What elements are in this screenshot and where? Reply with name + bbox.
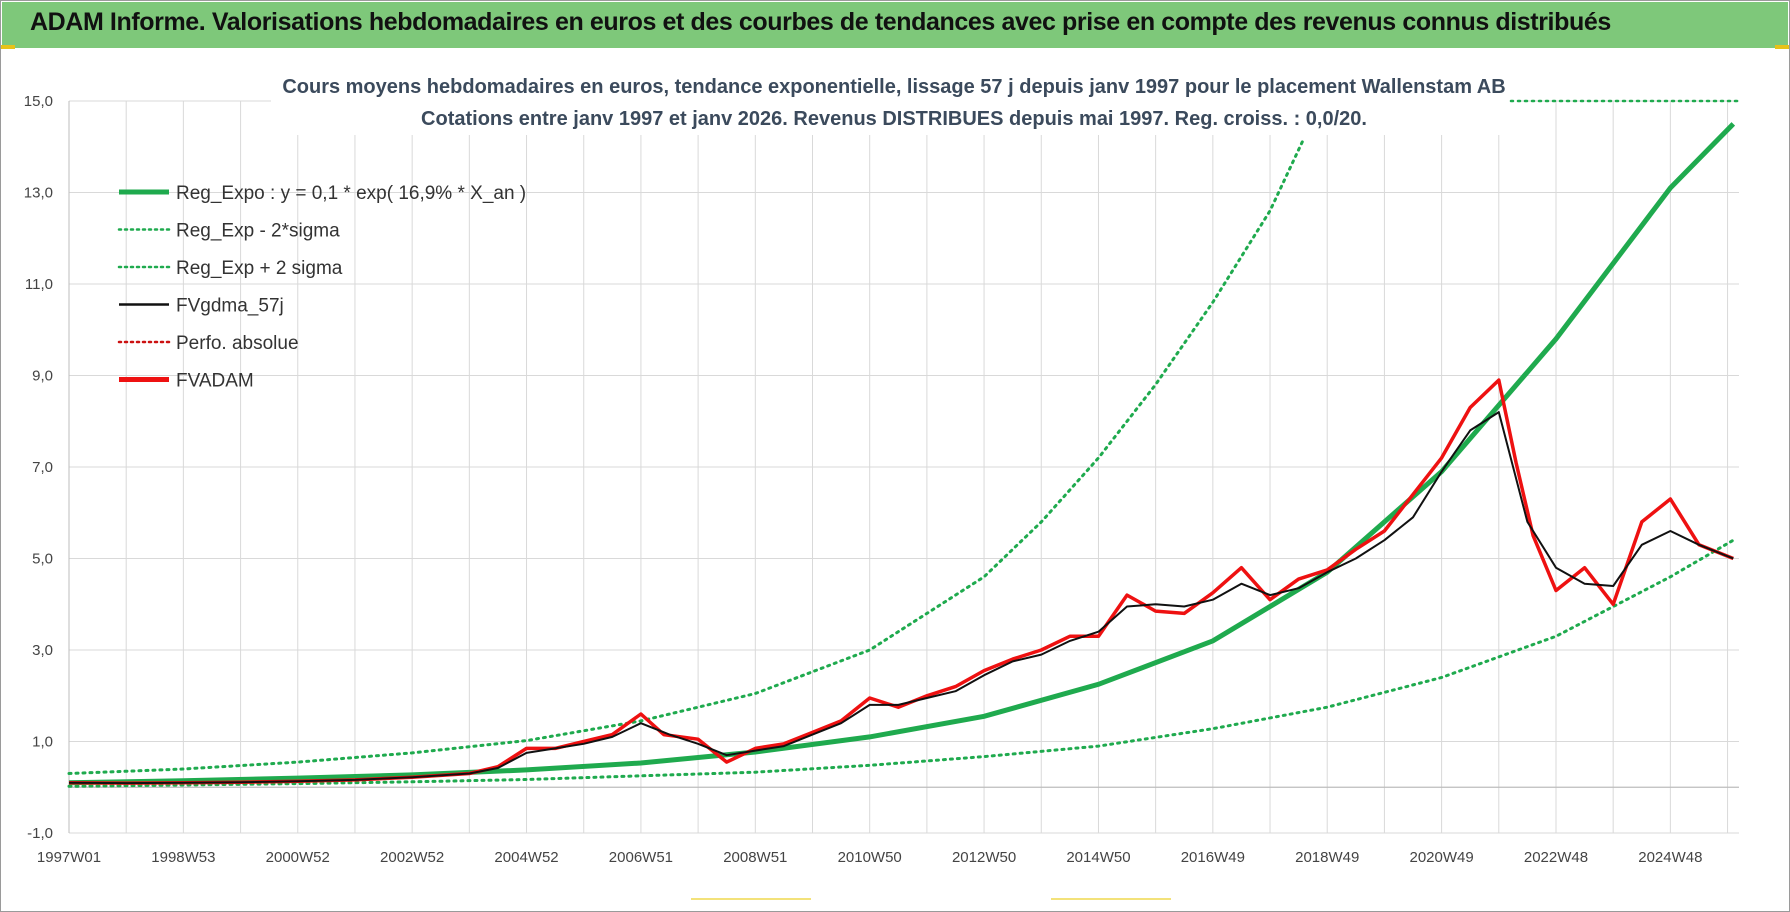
series-line-reg-expo bbox=[68, 122, 1736, 786]
x-tick-label: 2022W48 bbox=[1524, 849, 1588, 866]
y-axis-ticks: -1,0 1,0 3,0 5,0 7,0 9,0 11,0 13,0 15,0 bbox=[24, 93, 53, 842]
corner-marker-left bbox=[1, 45, 15, 49]
x-tick-label: 1997W01 bbox=[37, 849, 101, 866]
report-banner: ADAM Informe. Valorisations hebdomadaire… bbox=[2, 2, 1788, 48]
x-tick-label: 2016W49 bbox=[1181, 849, 1245, 866]
chart-subtitle: Cotations entre janv 1997 et janv 2026. … bbox=[421, 108, 1367, 130]
y-tick-label: 15,0 bbox=[24, 93, 53, 110]
chart-title: Cours moyens hebdomadaires en euros, ten… bbox=[282, 76, 1505, 98]
x-tick-label: 2010W50 bbox=[838, 849, 902, 866]
y-tick-label: -1,0 bbox=[27, 825, 53, 842]
x-tick-label: 2008W51 bbox=[723, 849, 787, 866]
y-tick-label: 7,0 bbox=[32, 459, 53, 476]
legend-label: Reg_Exp + 2 sigma bbox=[176, 258, 343, 279]
y-tick-label: 1,0 bbox=[32, 734, 53, 751]
series-line-reg-exp-2-sigma bbox=[67, 538, 1735, 788]
legend-label: FVADAM bbox=[176, 371, 254, 392]
y-tick-label: 11,0 bbox=[25, 276, 53, 293]
x-tick-label: 1998W53 bbox=[151, 849, 215, 866]
y-tick-label: 9,0 bbox=[32, 368, 53, 385]
bottom-highlight-1 bbox=[691, 898, 811, 900]
x-tick-label: 2002W52 bbox=[380, 849, 444, 866]
corner-marker-right bbox=[1775, 45, 1789, 49]
legend: Reg_Expo : y = 0,1 * exp( 16,9% * X_an )… bbox=[117, 183, 526, 392]
legend-label: Perfo. absolue bbox=[176, 333, 299, 354]
legend-label: Reg_Expo : y = 0,1 * exp( 16,9% * X_an ) bbox=[176, 183, 526, 204]
report-title: ADAM Informe. Valorisations hebdomadaire… bbox=[30, 8, 1611, 36]
y-tick-label: 5,0 bbox=[32, 551, 53, 568]
x-tick-label: 2012W50 bbox=[952, 849, 1016, 866]
series-layer bbox=[67, 99, 1741, 788]
title-background bbox=[271, 69, 1521, 135]
x-tick-label: 2018W49 bbox=[1295, 849, 1359, 866]
x-tick-label: 2020W49 bbox=[1409, 849, 1473, 866]
x-axis-ticks: 1997W01 1998W53 2000W52 2002W52 2004W52 2006W… bbox=[37, 849, 1703, 866]
legend-label: Reg_Exp - 2*sigma bbox=[176, 221, 340, 242]
series-line-reg-exp-2-sigma bbox=[67, 136, 1306, 775]
series-line-fvadam bbox=[68, 378, 1734, 785]
series-line-fvgdma-57j bbox=[68, 411, 1734, 785]
gridlines bbox=[68, 100, 1739, 834]
bottom-highlight-2 bbox=[1051, 898, 1171, 900]
y-tick-label: 13,0 bbox=[24, 185, 53, 202]
legend-label: FVgdma_57j bbox=[176, 296, 284, 317]
x-tick-label: 2024W48 bbox=[1638, 849, 1702, 866]
x-tick-label: 2000W52 bbox=[266, 849, 330, 866]
x-tick-label: 2014W50 bbox=[1066, 849, 1130, 866]
y-tick-label: 3,0 bbox=[32, 642, 53, 659]
x-tick-label: 2006W51 bbox=[609, 849, 673, 866]
x-tick-label: 2004W52 bbox=[494, 849, 558, 866]
